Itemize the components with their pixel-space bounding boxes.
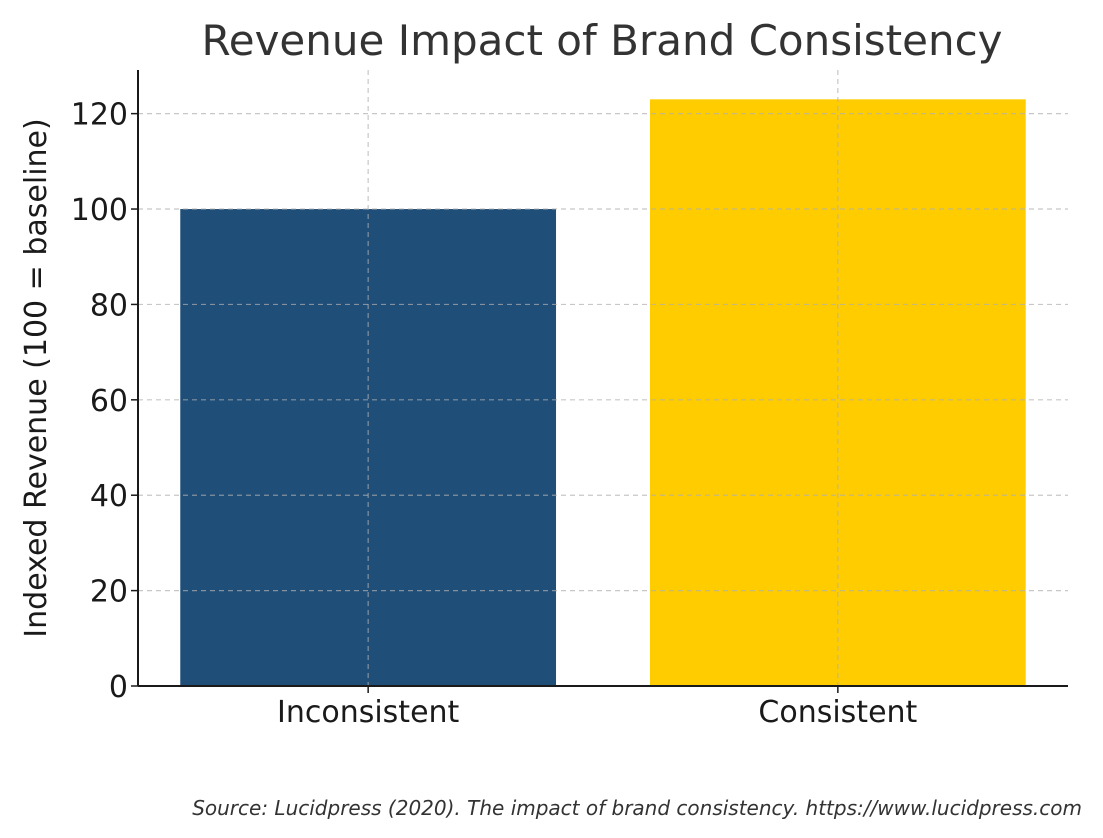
y-axis-label: Indexed Revenue (100 = baseline) [19,118,54,637]
y-tick-label: 80 [90,288,128,323]
y-tick-label: 20 [90,575,128,610]
y-tick-label: 0 [109,670,128,705]
chart-title: Revenue Impact of Brand Consistency [201,16,1002,65]
y-tick-label: 100 [71,193,128,228]
x-tick-label: Consistent [758,695,917,730]
source-note: Source: Lucidpress (2020). The impact of… [192,796,1082,820]
x-tick-label: Inconsistent [277,695,460,730]
y-tick-label: 60 [90,384,128,419]
y-tick-label: 120 [71,98,128,133]
y-tick-label: 40 [90,479,128,514]
